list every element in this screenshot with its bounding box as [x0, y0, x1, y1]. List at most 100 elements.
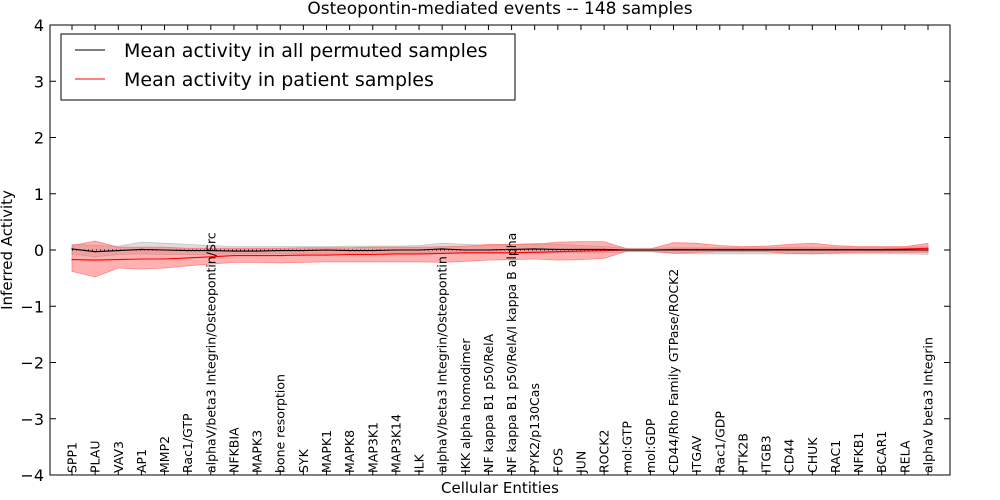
point-patient-21	[557, 251, 559, 253]
point-patient-6	[210, 256, 212, 258]
x-tick-label: alphaV/beta3 Integrin/Osteopontin	[435, 256, 450, 473]
point-permuted-22	[580, 248, 582, 250]
point-permuted-8	[256, 250, 258, 252]
chart-title: Osteopontin-mediated events -- 148 sampl…	[307, 0, 692, 19]
x-tick-label: MAP3K1	[365, 422, 380, 473]
point-permuted-6	[210, 250, 212, 252]
point-patient-12	[349, 253, 351, 256]
point-patient-1	[94, 259, 96, 261]
confidence-bands	[71, 240, 929, 278]
x-tick-label: CD44	[782, 439, 797, 473]
point-patient-9	[279, 255, 281, 257]
point-patient-8	[256, 255, 258, 257]
point-permuted-9	[279, 250, 281, 252]
point-permuted-20	[534, 248, 536, 250]
point-patient-16	[441, 252, 443, 254]
point-patient-3	[140, 258, 142, 260]
x-tick-label: AP1	[134, 449, 149, 473]
x-tick-label: Rac1/GDP	[712, 411, 727, 473]
point-patient-37	[927, 247, 929, 249]
point-permuted-19	[511, 248, 513, 250]
point-permuted-37	[927, 249, 929, 251]
point-permuted-14	[395, 249, 397, 251]
x-tick-label: alphaV beta3 Integrin	[921, 337, 936, 473]
point-permuted-24	[626, 249, 628, 251]
point-permuted-31	[788, 249, 790, 251]
x-tick-label: NFKB1	[851, 432, 866, 473]
x-tick-label: Rac1/GTP	[180, 413, 195, 473]
legend-label-patient: Mean activity in patient samples	[124, 69, 434, 91]
x-axis-label: Cellular Entities	[441, 479, 559, 497]
point-permuted-11	[325, 249, 328, 251]
point-permuted-30	[765, 249, 767, 251]
y-tick-label: −3	[20, 410, 44, 429]
x-tick-label: NF kappa B1 p50/RelA	[481, 333, 496, 473]
y-tick-label: 3	[34, 72, 44, 91]
legend: Mean activity in all permuted samples Me…	[60, 33, 516, 101]
point-patient-36	[904, 248, 906, 250]
legend-box	[60, 33, 516, 101]
point-patient-18	[487, 252, 489, 254]
x-tick-label: mol:GDP	[643, 418, 658, 473]
point-permuted-35	[881, 249, 883, 251]
y-tick-label: −1	[20, 297, 44, 316]
point-patient-7	[233, 255, 235, 257]
x-tick-label: SPP1	[65, 442, 80, 473]
x-tick-label: MAPK1	[319, 430, 334, 473]
point-permuted-33	[834, 249, 837, 251]
x-tick-label: PLAU	[88, 441, 103, 474]
point-permuted-0	[71, 248, 73, 250]
point-permuted-4	[163, 249, 166, 251]
x-tick-label: FOS	[550, 448, 565, 473]
x-tick-label: ITGAV	[689, 435, 704, 473]
point-permuted-13	[372, 250, 374, 252]
point-patient-11	[325, 254, 328, 256]
point-permuted-7	[233, 250, 235, 252]
x-tick-label: NF kappa B1 p50/RelA/I kappa B alpha	[504, 233, 519, 473]
y-tick-label: 2	[34, 129, 44, 148]
x-tick-label: MAPK8	[342, 430, 357, 473]
x-tick-label: MMP2	[157, 436, 172, 473]
x-tick-label: ROCK2	[597, 430, 612, 473]
point-permuted-10	[302, 250, 304, 252]
point-permuted-23	[603, 248, 605, 250]
point-permuted-2	[117, 250, 119, 252]
point-permuted-28	[719, 249, 721, 251]
point-patient-22	[580, 250, 582, 252]
y-axis: −4 −3 −2 −1 0 1 2 3 4	[20, 16, 950, 485]
x-tick-label: PTK2B	[735, 433, 750, 473]
y-tick-label: −2	[20, 354, 44, 373]
point-permuted-29	[742, 249, 744, 251]
y-tick-label: 1	[34, 185, 44, 204]
point-permuted-12	[349, 250, 351, 252]
x-tick-label: ILK	[412, 453, 427, 473]
point-permuted-21	[557, 248, 559, 250]
point-permuted-36	[904, 249, 906, 251]
point-permuted-16	[441, 248, 443, 250]
x-tick-label: ITGB3	[759, 435, 774, 473]
point-patient-5	[187, 257, 189, 259]
x-tick-label: NFKBIA	[226, 427, 241, 473]
point-permuted-15	[418, 249, 420, 251]
point-permuted-1	[94, 251, 96, 253]
x-tick-label: RAC1	[828, 440, 843, 473]
point-patient-4	[163, 258, 166, 260]
x-tick-label: SYK	[296, 448, 311, 473]
point-patient-15	[418, 253, 420, 255]
y-tick-label: −4	[20, 466, 44, 485]
x-tick-label: bone resorption	[273, 374, 288, 473]
x-tick-label: MAPK3	[250, 430, 265, 473]
line-patient-mean	[71, 247, 929, 261]
point-permuted-3	[140, 248, 142, 250]
y-tick-label: 4	[34, 16, 44, 35]
point-permuted-27	[696, 249, 698, 251]
point-patient-14	[395, 253, 397, 255]
point-patient-0	[71, 259, 73, 261]
x-tick-label: PYK2/p130Cas	[527, 383, 542, 473]
x-tick-label: IKK alpha homodimer	[458, 338, 473, 473]
point-permuted-32	[811, 249, 813, 251]
y-axis-label: Inferred Activity	[0, 190, 16, 310]
x-tick-label: mol:GTP	[620, 421, 635, 473]
series-lines	[71, 247, 929, 261]
